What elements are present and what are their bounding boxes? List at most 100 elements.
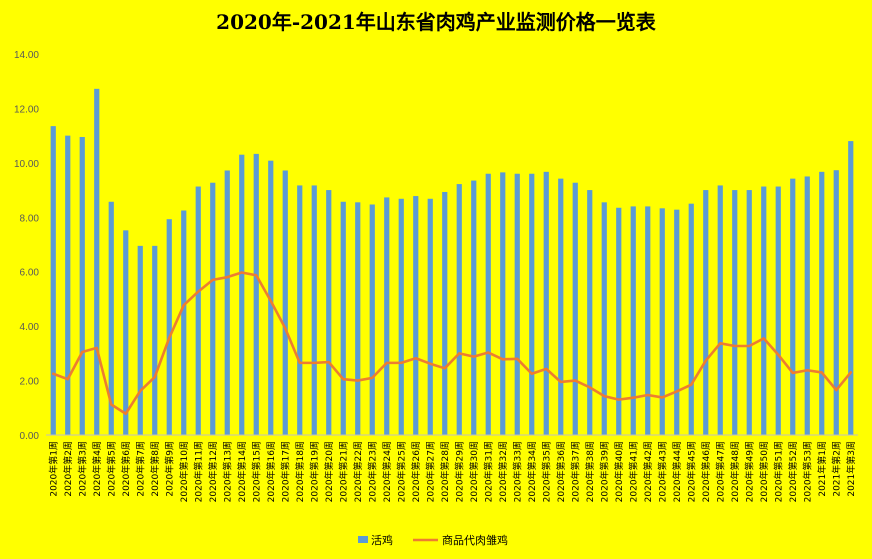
- x-tick-label: 2020年第31周: [482, 441, 494, 502]
- bar: [268, 160, 274, 435]
- x-tick-label: 2020年第3周: [76, 441, 88, 497]
- bar: [558, 178, 564, 435]
- bar: [514, 173, 520, 436]
- bar: [108, 201, 114, 435]
- bar: [819, 171, 825, 435]
- bar: [442, 191, 448, 435]
- line-series: [51, 271, 853, 416]
- bar: [427, 198, 433, 435]
- y-tick-label: 4.00: [20, 322, 40, 333]
- bar: [804, 176, 810, 435]
- x-tick-label: 2020年第46周: [700, 441, 712, 502]
- bar: [732, 190, 738, 435]
- bar: [413, 196, 419, 435]
- bar: [297, 185, 303, 435]
- bar: [137, 245, 143, 435]
- bar: [384, 197, 390, 435]
- bar: [688, 203, 694, 435]
- x-tick-label: 2020年第48周: [729, 441, 741, 502]
- bar: [123, 230, 129, 435]
- bar: [224, 170, 230, 436]
- y-tick-label: 12.00: [14, 104, 39, 115]
- x-tick-label: 2020年第53周: [801, 441, 813, 502]
- y-tick-label: 0.00: [20, 431, 40, 442]
- y-tick-label: 10.00: [14, 159, 39, 170]
- x-tick-label: 2020年第50周: [758, 441, 770, 502]
- bar: [239, 154, 245, 435]
- y-tick-label: 2.00: [20, 377, 40, 388]
- x-axis: 2020年第1周 2020年第2周 2020年第3周 2020年第4周 2020年第5周…: [47, 441, 857, 502]
- y-tick-label: 8.00: [20, 213, 40, 224]
- bar: [529, 173, 535, 436]
- y-tick-label: 6.00: [20, 268, 40, 279]
- x-tick-label: 2020年第45周: [685, 441, 697, 502]
- bar: [848, 141, 854, 435]
- x-tick-label: 2020年第25周: [395, 441, 407, 502]
- x-tick-label: 2020年第40周: [613, 441, 625, 502]
- x-tick-label: 2020年第35周: [540, 441, 552, 502]
- x-tick-label: 2020年第22周: [352, 441, 364, 502]
- bar: [703, 190, 709, 435]
- bar: [601, 202, 607, 435]
- chart-title: 2020年-2021年山东省肉鸡产业监测价格一览表: [216, 10, 656, 34]
- bar: [65, 135, 71, 435]
- bar: [572, 182, 578, 435]
- bar: [456, 184, 462, 435]
- bar: [340, 201, 346, 435]
- x-tick-label: 2020年第17周: [279, 441, 291, 502]
- bar: [543, 171, 549, 435]
- bar: [398, 198, 404, 435]
- x-tick-label: 2020年第4周: [91, 441, 103, 497]
- bar: [311, 185, 317, 435]
- x-tick-label: 2020年第24周: [381, 441, 393, 502]
- bar: [79, 137, 85, 435]
- bar: [282, 170, 288, 436]
- bar: [369, 204, 375, 435]
- x-tick-label: 2020年第14周: [236, 441, 248, 502]
- bar: [659, 208, 665, 435]
- x-tick-label: 2020年第11周: [192, 441, 204, 502]
- x-tick-label: 2021年第2周: [830, 441, 842, 497]
- x-tick-label: 2020年第41周: [627, 441, 639, 502]
- bar: [630, 206, 636, 435]
- x-tick-label: 2020年第12周: [207, 441, 219, 502]
- series-line: [51, 271, 853, 416]
- bar: [790, 178, 796, 435]
- x-tick-label: 2020年第19周: [308, 441, 320, 502]
- bar: [587, 190, 593, 435]
- x-tick-label: 2020年第52周: [787, 441, 799, 502]
- bar: [94, 88, 100, 435]
- bar: [355, 202, 361, 435]
- legend-label: 商品代肉雏鸡: [442, 533, 508, 547]
- y-axis: 0.00 2.00 4.00 6.00 8.00 10.00 12.00 14.00: [14, 50, 39, 442]
- bar: [485, 173, 491, 436]
- bar: [833, 170, 839, 435]
- x-tick-label: 2020年第15周: [250, 441, 262, 502]
- x-tick-label: 2020年第7周: [134, 441, 146, 497]
- x-tick-label: 2020年第42周: [642, 441, 654, 502]
- bar: [152, 245, 158, 435]
- x-tick-label: 2020年第23周: [366, 441, 378, 502]
- bar: [326, 190, 332, 435]
- bar: [195, 186, 201, 435]
- x-tick-label: 2021年第1周: [816, 441, 828, 497]
- x-tick-label: 2020年第32周: [497, 441, 509, 502]
- bar: [471, 180, 477, 435]
- x-tick-label: 2020年第37周: [569, 441, 581, 502]
- x-tick-label: 2020年第27周: [424, 441, 436, 502]
- x-tick-label: 2020年第29周: [453, 441, 465, 502]
- bar: [674, 209, 680, 435]
- x-tick-label: 2020年第44周: [671, 441, 683, 502]
- x-tick-label: 2020年第5周: [105, 441, 117, 497]
- x-tick-label: 2020年第30周: [468, 441, 480, 502]
- x-tick-label: 2020年第34周: [526, 441, 538, 502]
- x-tick-label: 2020年第8周: [149, 441, 161, 497]
- bar: [616, 207, 622, 435]
- bar: [210, 182, 216, 435]
- bar: [761, 186, 767, 435]
- bar: [181, 210, 187, 435]
- bar: [645, 206, 651, 435]
- bar: [253, 153, 259, 435]
- x-tick-label: 2020年第36周: [555, 441, 567, 502]
